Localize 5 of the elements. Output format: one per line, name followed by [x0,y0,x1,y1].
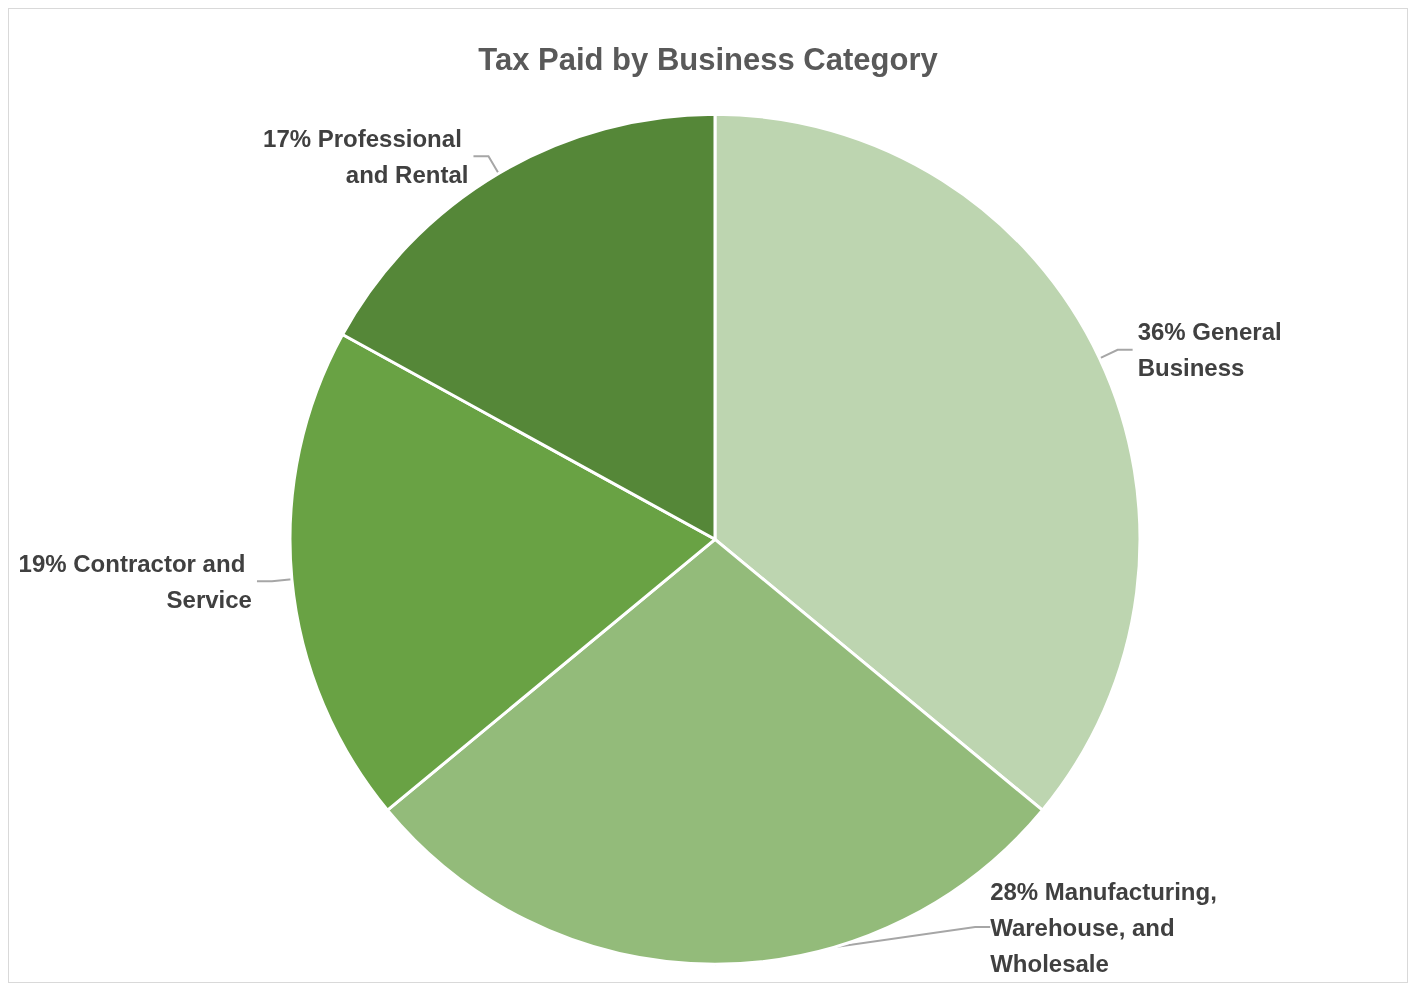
slice-label: 36% General Business [1137,318,1289,382]
slice-label: 28% Manufacturing, Warehouse, and Wholesale [990,877,1224,977]
slice-label: 17% Professional and Rental [263,124,469,188]
chart-title: Tax Paid by Business Category [478,42,939,77]
slice-label: 19% Contractor and Service [18,549,252,613]
